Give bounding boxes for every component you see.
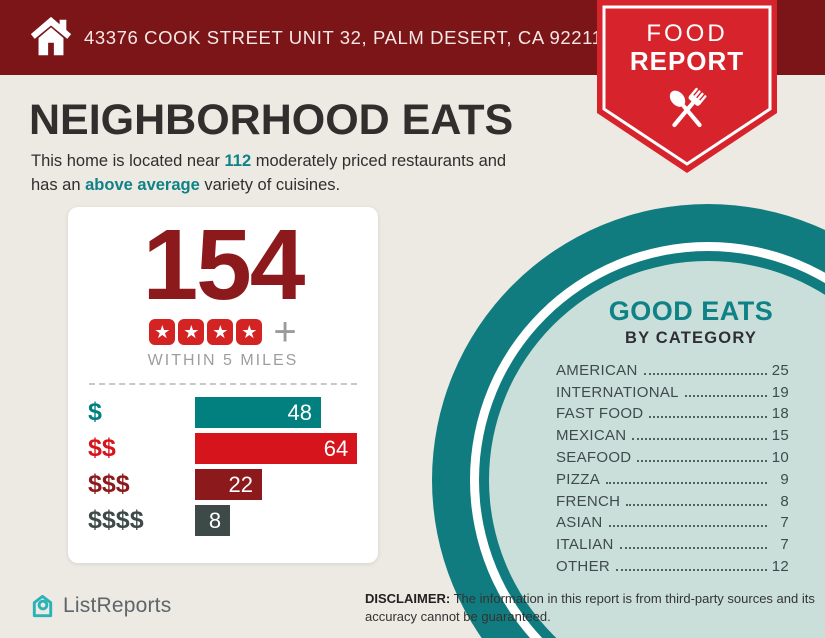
dotted-leader <box>606 481 767 484</box>
subtitle: This home is located near 112 moderately… <box>31 150 591 198</box>
price-tier-label: $$$$ <box>88 506 144 534</box>
dotted-leader <box>619 547 767 550</box>
listreports-house-icon <box>32 594 53 618</box>
category-label: FRENCH <box>556 492 621 510</box>
category-row: OTHER 12 <box>556 553 789 575</box>
star-icon: ★ <box>236 319 263 345</box>
star-icon: ★ <box>149 319 176 345</box>
category-row: ITALIAN 7 <box>556 531 789 553</box>
variety-highlight: above average <box>85 175 200 194</box>
plus-icon: + <box>273 310 297 354</box>
listreports-logo: ListReports <box>29 592 171 620</box>
food-report-badge: FOOD REPORT <box>597 0 777 173</box>
category-row: MEXICAN 15 <box>556 422 789 444</box>
subtitle-text-pre: This home is located near <box>31 152 225 170</box>
price-bar: 64 <box>195 433 358 464</box>
category-value: 12 <box>771 557 789 575</box>
category-label: PIZZA <box>556 470 601 488</box>
category-label: AMERICAN <box>556 361 638 379</box>
category-value: 7 <box>780 536 789 554</box>
category-value: 25 <box>771 361 789 379</box>
restaurant-summary-card: 154 ★ ★ ★ ★ + WITHIN 5 MILES $ 48 $$ 64 <box>68 207 378 563</box>
good-eats-heading: GOOD EATS BY CATEGORY <box>541 296 825 348</box>
dotted-leader <box>626 503 767 506</box>
price-bar-value: 22 <box>228 471 253 497</box>
price-bar-row: $$$$ 8 <box>88 505 378 536</box>
price-bar-value: 64 <box>323 435 349 461</box>
price-bar: 22 <box>195 469 262 500</box>
dotted-leader <box>649 416 767 419</box>
brand-name: ListReports <box>63 594 172 617</box>
category-row: PIZZA 9 <box>556 466 789 488</box>
dotted-leader <box>632 438 767 441</box>
subtitle-text-mid2: has an <box>31 175 86 194</box>
subtitle-text-mid1: moderately priced restaurants and <box>251 152 507 170</box>
category-label: INTERNATIONAL <box>556 383 679 401</box>
category-value: 8 <box>780 492 789 510</box>
disclaimer-label: DISCLAIMER: <box>365 591 451 606</box>
category-label: MEXICAN <box>556 427 627 445</box>
price-tier-label: $$ <box>88 434 116 462</box>
star-icon: ★ <box>178 319 205 345</box>
good-eats-subtitle: BY CATEGORY <box>624 329 758 347</box>
dotted-leader <box>684 394 767 397</box>
category-value: 7 <box>780 514 789 532</box>
price-bar-value: 8 <box>208 507 222 533</box>
house-icon <box>30 16 72 56</box>
disclaimer-text: The information in this report is from t… <box>365 591 815 624</box>
property-address: 43376 COOK STREET UNIT 32, PALM DESERT, … <box>84 27 603 48</box>
category-label: OTHER <box>556 557 610 575</box>
price-tier-bar-chart: $ 48 $$ 64 $$$ 22 $$$$ 8 <box>68 397 378 536</box>
restaurant-count: 112 <box>224 152 252 170</box>
category-value: 15 <box>771 427 789 445</box>
category-row: AMERICAN 25 <box>556 357 789 379</box>
page-title: NEIGHBORHOOD EATS <box>29 96 514 144</box>
category-label: FAST FOOD <box>556 405 644 423</box>
badge-line1: FOOD <box>646 20 728 47</box>
category-row: SEAFOOD 10 <box>556 444 789 466</box>
category-value: 9 <box>780 470 789 488</box>
disclaimer: DISCLAIMER: The information in this repo… <box>365 590 823 625</box>
star-icon: ★ <box>207 319 234 345</box>
category-row: INTERNATIONAL 19 <box>556 379 789 401</box>
category-row: FAST FOOD 18 <box>556 401 789 423</box>
category-value: 10 <box>771 448 789 466</box>
price-bar: 8 <box>195 505 231 536</box>
dotted-leader <box>616 568 767 571</box>
dashed-divider <box>89 383 357 385</box>
category-label: ITALIAN <box>556 536 614 554</box>
category-label: ASIAN <box>556 514 603 532</box>
good-eats-title: GOOD EATS <box>608 296 774 326</box>
price-tier-label: $ <box>88 398 102 426</box>
category-value: 19 <box>771 383 789 401</box>
category-list: AMERICAN 25 INTERNATIONAL 19 FAST FOOD 1… <box>556 357 789 575</box>
radius-label: WITHIN 5 MILES <box>147 352 299 369</box>
star-rating: ★ ★ ★ ★ + <box>68 310 378 354</box>
subtitle-text-post: variety of cuisines. <box>199 175 341 194</box>
dotted-leader <box>643 372 767 375</box>
category-value: 18 <box>771 405 789 423</box>
category-label: SEAFOOD <box>556 448 632 466</box>
category-row: FRENCH 8 <box>556 488 789 510</box>
price-tier-label: $$$ <box>88 470 130 498</box>
dotted-leader <box>608 525 767 528</box>
total-restaurant-count: 154 <box>142 209 306 321</box>
dotted-leader <box>637 459 767 462</box>
price-bar-row: $$$ 22 <box>88 469 378 500</box>
price-bar-value: 48 <box>287 399 312 425</box>
crossed-spoon-fork-icon <box>669 87 707 128</box>
price-bar-row: $ 48 <box>88 397 378 428</box>
badge-line2: REPORT <box>629 46 745 76</box>
price-bar: 48 <box>195 397 321 428</box>
price-bar-row: $$ 64 <box>88 433 378 464</box>
ribbon-shape <box>597 0 777 173</box>
category-row: ASIAN 7 <box>556 510 789 532</box>
